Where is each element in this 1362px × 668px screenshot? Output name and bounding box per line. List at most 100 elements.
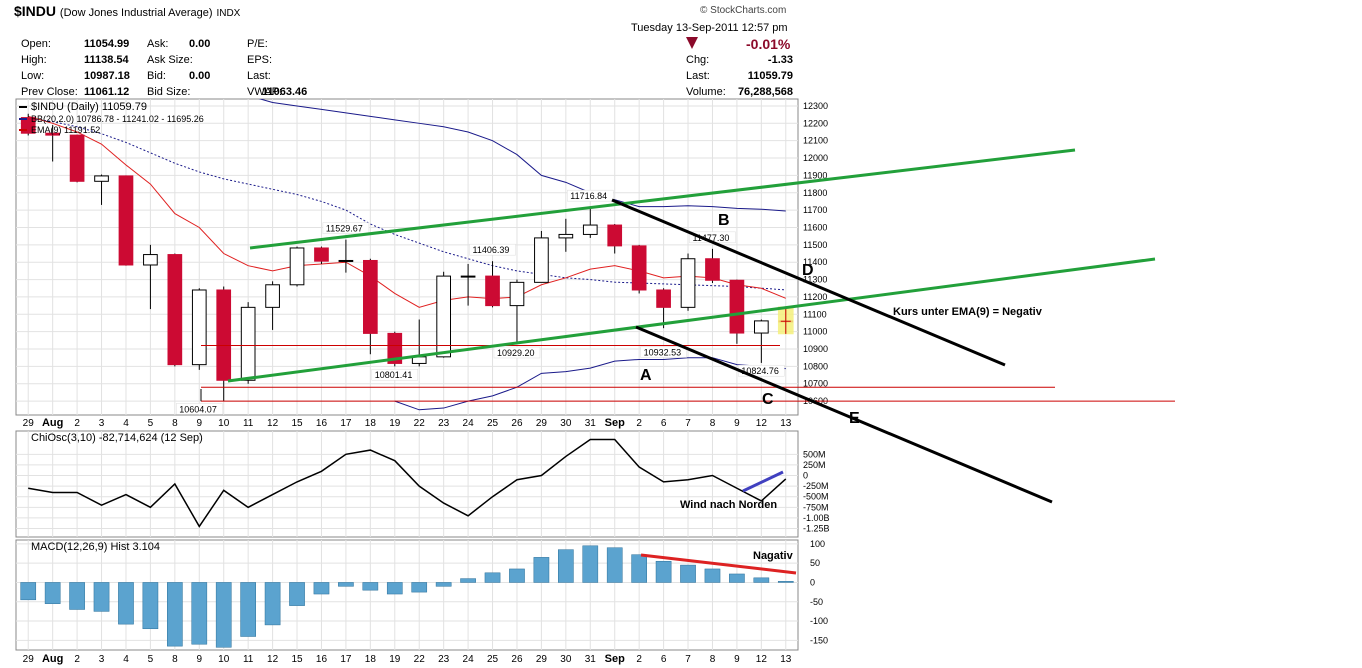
- macd-bar: [631, 554, 647, 583]
- candle-body: [338, 259, 354, 262]
- candle-body: [191, 289, 207, 366]
- price-annotation: 10824.76: [741, 366, 779, 376]
- price-annotation: 11716.84: [570, 191, 607, 201]
- x-axis-label-bottom: 29: [536, 654, 548, 665]
- x-axis-label-bottom: 22: [414, 654, 426, 665]
- chiosc-tick-label: -1.00B: [803, 513, 830, 523]
- macd-bar: [606, 547, 623, 583]
- symbol-title: $INDU (Dow Jones Industrial Average) IND…: [14, 3, 240, 19]
- candle-body: [143, 254, 158, 266]
- label-E: E: [849, 410, 860, 427]
- price-annotation: 10932.53: [644, 347, 682, 357]
- quote-value-1: 11054.99: [84, 38, 130, 50]
- price-tick-label: 11800: [803, 188, 827, 198]
- pct-change: -0.01%: [746, 36, 791, 52]
- macd-tick-label: -50: [810, 597, 823, 607]
- x-axis-label-mid: 12: [756, 418, 768, 429]
- quote-value-2: 0.00: [189, 38, 211, 50]
- resistance-trendline: [611, 198, 1006, 367]
- quote-value-1: 11061.12: [84, 86, 130, 98]
- price-tick-label: 11500: [803, 240, 827, 250]
- price-legend-entry: EMA(9) 11191.52: [31, 125, 100, 135]
- x-axis-label-mid: 18: [365, 418, 377, 429]
- price-annotation-box: [640, 346, 687, 358]
- x-axis-label-bottom: 3: [99, 654, 105, 665]
- macd-bar: [509, 568, 525, 583]
- chiosc-line: [28, 438, 787, 528]
- macd-bar: [435, 582, 452, 587]
- x-axis-label-bottom: 29: [23, 654, 35, 665]
- x-axis-label-bottom: 8: [710, 654, 716, 665]
- candle-body: [607, 224, 623, 247]
- macd-bar: [704, 568, 721, 583]
- candle-body: [265, 284, 280, 308]
- x-axis-label-bottom: 6: [661, 654, 667, 665]
- candle-body: [656, 289, 671, 308]
- symbol: $INDU: [14, 3, 57, 19]
- price-legend-entry: $INDU (Daily) 11059.79: [31, 101, 147, 113]
- quote-label-2: Bid:: [147, 70, 166, 82]
- candle-body: [705, 258, 720, 281]
- chiosc-legend-entry: ChiOsc(3,10) -82,714,624 (12 Sep): [31, 432, 203, 444]
- price-annotation-box: [469, 243, 516, 256]
- macd-tick-label: 0: [810, 577, 815, 587]
- x-axis-label-mid: 6: [661, 418, 667, 429]
- macd-bar: [484, 572, 501, 583]
- bb-upper-line: [258, 99, 786, 212]
- price-tick-label: 11900: [803, 170, 827, 180]
- candle-body: [167, 254, 183, 366]
- candle-body: [680, 258, 696, 308]
- candle-body: [460, 275, 476, 278]
- quote-label-1: Open:: [21, 38, 51, 50]
- chiosc-tick-label: 250M: [803, 460, 826, 470]
- price-legend-entry: BB(20,2.0) 10786.78 - 11241.02 - 11695.2…: [31, 114, 204, 124]
- macd-bar: [655, 560, 672, 583]
- candle-body: [314, 247, 329, 262]
- price-tick-label: 11100: [803, 309, 827, 319]
- bb-middle-line: [28, 117, 786, 291]
- macd-bar: [753, 577, 770, 583]
- x-axis-label-bottom: 2: [74, 654, 80, 665]
- x-axis-label-mid: 22: [414, 418, 426, 429]
- macd-bar: [215, 582, 232, 648]
- macd-bar: [558, 549, 574, 583]
- quote-right-label: Last:: [686, 70, 710, 82]
- macd-bar: [289, 582, 305, 606]
- price-annotation: 10604.07: [179, 404, 217, 414]
- upper-channel-line: [249, 148, 1076, 250]
- x-axis-label-bottom: 18: [365, 654, 377, 665]
- chiosc-tick-label: -500M: [803, 492, 829, 502]
- price-annotation: 11529.67: [326, 224, 363, 234]
- macd-bar: [338, 582, 354, 587]
- price-tick-label: 10700: [803, 379, 828, 389]
- quote-label-3: P/E:: [247, 38, 268, 50]
- price-tick-label: 11000: [803, 327, 827, 337]
- quote-label-3: Last:: [247, 70, 271, 82]
- macd-bar: [729, 573, 745, 583]
- chiosc-tick-label: -1.25B: [803, 524, 830, 534]
- x-axis-label-bottom: Aug: [42, 653, 63, 665]
- chiosc-tick-label: -750M: [803, 502, 829, 512]
- x-axis-label-bottom: 15: [291, 654, 303, 665]
- x-axis-label-bottom: 25: [487, 654, 499, 665]
- quote-label-3: EPS:: [247, 54, 273, 66]
- candle-body: [289, 247, 305, 286]
- quote-label-3: VWAP:: [247, 86, 283, 98]
- note-nagativ: Nagativ: [753, 550, 794, 562]
- x-axis-label-mid: 5: [148, 418, 154, 429]
- price-annotation: 11406.39: [473, 245, 510, 255]
- x-axis-label-mid: 11: [243, 418, 254, 429]
- x-axis-label-bottom: 17: [340, 654, 352, 665]
- x-axis-label-mid: 25: [487, 418, 499, 429]
- x-axis-label-bottom: 23: [438, 654, 450, 665]
- quote-label-1: Low:: [21, 70, 45, 82]
- macd-bar: [44, 582, 61, 604]
- x-axis-label-mid: 24: [463, 418, 475, 429]
- quote-label-2: Ask Size:: [147, 54, 193, 66]
- price-tick-label: 11600: [803, 222, 827, 232]
- price-annotation-box: [493, 346, 541, 359]
- x-axis-label-bottom: 8: [172, 654, 178, 665]
- macd-bar: [191, 582, 208, 645]
- bb-lower-line: [394, 357, 786, 411]
- chiosc-trend-arrow: [742, 470, 784, 493]
